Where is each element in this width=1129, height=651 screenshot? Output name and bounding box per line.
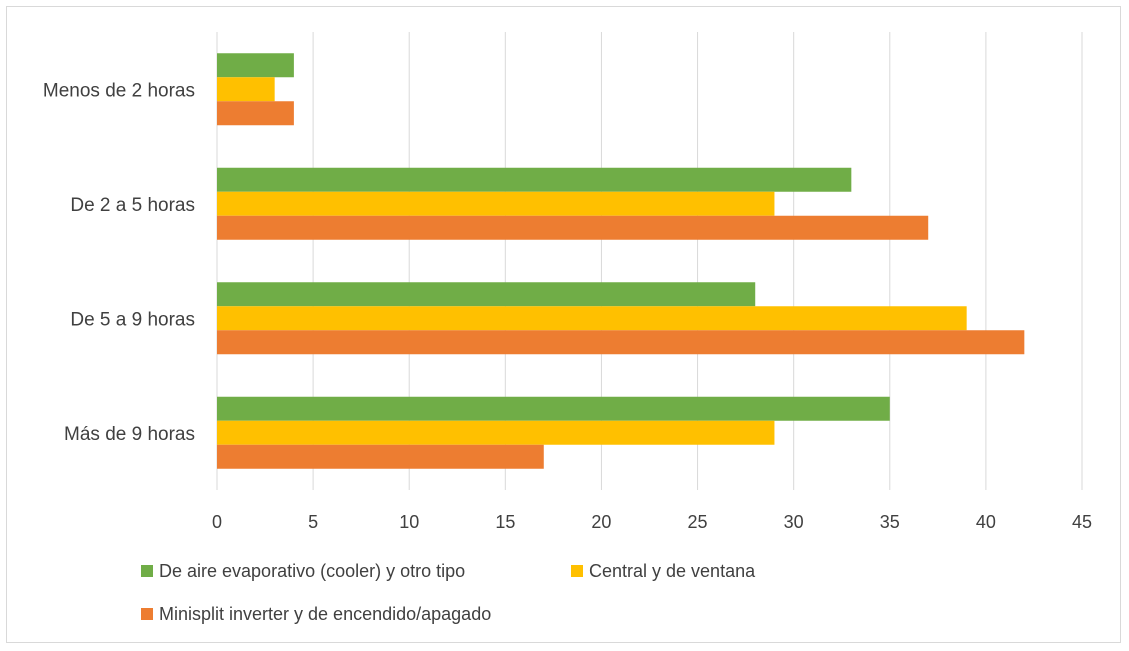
legend-swatch [141, 608, 153, 620]
x-tick-label: 20 [591, 512, 611, 532]
legend-label: De aire evaporativo (cooler) y otro tipo [159, 561, 465, 581]
bar-1-2 [217, 167, 852, 192]
category-label: De 2 a 5 horas [70, 195, 195, 216]
bar-1-1 [217, 53, 294, 78]
bar-3-2 [217, 215, 929, 240]
bar-2-3 [217, 306, 967, 331]
bar-3-3 [217, 330, 1025, 355]
x-tick-label: 0 [212, 512, 222, 532]
legend-swatch [141, 565, 153, 577]
bar-2-4 [217, 420, 775, 445]
bars [217, 53, 1025, 469]
x-tick-label: 10 [399, 512, 419, 532]
legend: De aire evaporativo (cooler) y otro tipo… [141, 561, 756, 624]
x-tick-label: 35 [880, 512, 900, 532]
bar-2-2 [217, 191, 775, 216]
bar-2-1 [217, 77, 275, 102]
x-tick-label: 30 [784, 512, 804, 532]
x-tick-label: 45 [1072, 512, 1092, 532]
category-label: De 5 a 9 horas [70, 309, 195, 330]
bar-3-1 [217, 101, 294, 126]
bar-1-4 [217, 396, 890, 421]
category-label: Más de 9 horas [64, 424, 195, 445]
x-tick-label: 5 [308, 512, 318, 532]
x-tick-label: 25 [688, 512, 708, 532]
legend-swatch [571, 565, 583, 577]
x-tick-label: 15 [495, 512, 515, 532]
legend-label: Minisplit inverter y de encendido/apagad… [159, 604, 491, 624]
bar-3-4 [217, 444, 544, 469]
x-tick-label: 40 [976, 512, 996, 532]
bar-1-3 [217, 282, 756, 307]
legend-label: Central y de ventana [589, 561, 756, 581]
x-tick-labels: 0 5 10 15 20 25 30 35 40 45 [212, 512, 1092, 532]
category-labels: Menos de 2 horas De 2 a 5 horas De 5 a 9 h… [43, 80, 195, 445]
category-label: Menos de 2 horas [43, 80, 195, 101]
